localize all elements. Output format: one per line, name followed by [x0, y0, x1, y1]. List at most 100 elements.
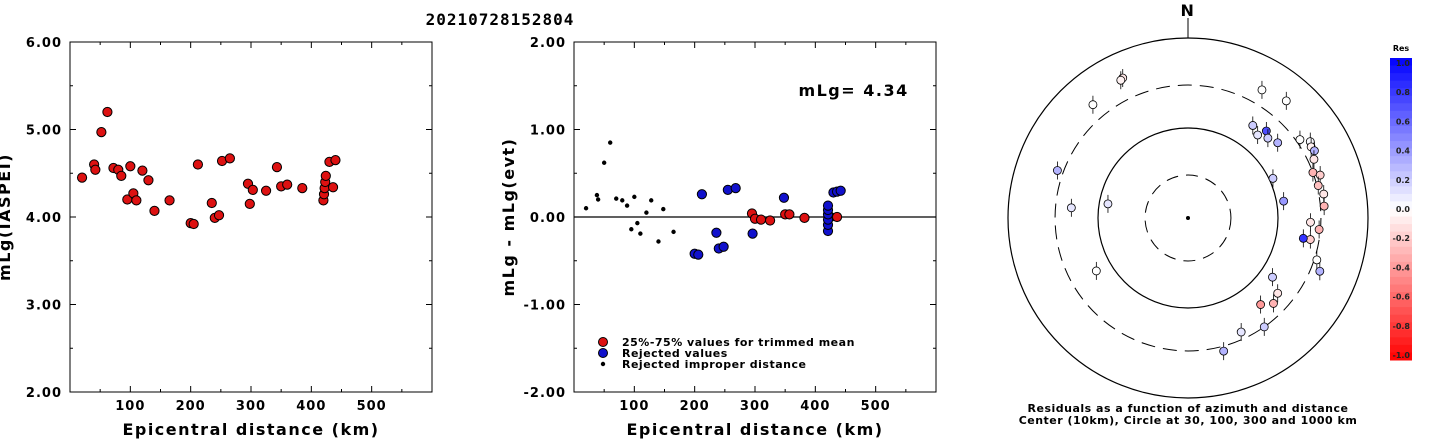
data-point	[755, 214, 767, 225]
ring-300km	[1054, 84, 1322, 352]
data-point	[137, 165, 148, 176]
station-point	[1308, 168, 1318, 177]
colorbar-tick-label: -0.6	[1393, 293, 1411, 302]
data-point	[96, 127, 107, 138]
x-tick-label: 400	[800, 399, 830, 414]
colorbar-segment	[1390, 186, 1412, 195]
station-point	[1066, 203, 1076, 213]
colorbar-tick-label: -0.2	[1393, 234, 1411, 243]
data-point	[164, 195, 175, 206]
rejected-distance-point	[624, 203, 630, 208]
plot-frame	[69, 41, 433, 393]
y-tick-label: -1.00	[524, 299, 566, 314]
colorbar-segment	[1390, 261, 1412, 270]
rejected-distance-point	[608, 140, 613, 145]
station-point	[1253, 130, 1263, 140]
colorbar-title: Res	[1393, 44, 1410, 53]
colorbar-segment	[1390, 65, 1412, 74]
colorbar-segment	[1390, 80, 1412, 89]
station-point	[1279, 196, 1289, 206]
data-point	[271, 162, 283, 173]
colorbar-tick-label: -0.4	[1393, 263, 1411, 272]
data-point	[192, 159, 204, 170]
station-point	[1310, 146, 1319, 156]
x-tick-label: 100	[619, 399, 649, 414]
ring-100km	[1097, 127, 1279, 309]
colorbar-tick-label: -1.0	[1393, 351, 1411, 360]
station-point	[1256, 300, 1266, 309]
x-tick-label: 200	[680, 399, 710, 414]
x-tick-label: 300	[740, 399, 770, 414]
magnitude-vs-distance-plot: 100 200 300 400 500 2.00 3.00 4.00 5.00 6.00 Epice…	[0, 36, 433, 439]
colorbar-tick-label: 0.4	[1396, 147, 1411, 156]
colorbar-segment	[1390, 322, 1412, 331]
rejected-distance-point	[614, 196, 619, 201]
colorbar-segment	[1390, 171, 1412, 180]
station-point	[1116, 75, 1126, 85]
data-point	[831, 211, 843, 223]
station-point	[1053, 166, 1062, 175]
data-point	[76, 172, 88, 183]
data-point	[90, 164, 101, 175]
polar-caption-line2: Center (10km), Circle at 30, 100, 300 an…	[1019, 414, 1358, 427]
colorbar-segment	[1390, 337, 1412, 346]
colorbar-tick-label: 0.0	[1396, 205, 1411, 214]
colorbar-segment	[1390, 246, 1412, 255]
colorbar-segment	[1390, 292, 1412, 301]
station-point	[1313, 181, 1323, 190]
data-point	[247, 184, 258, 195]
colorbar-segment	[1390, 224, 1412, 233]
station-point	[1269, 299, 1278, 308]
colorbar-tick-label: 1.0	[1396, 59, 1411, 68]
colorbar-segment	[1390, 88, 1412, 97]
station-point	[1263, 133, 1273, 143]
rejected-distance-point	[620, 198, 625, 203]
rejected-distance-point	[632, 194, 637, 200]
station-point	[1261, 126, 1271, 136]
y-tick-label: 2.00	[26, 386, 62, 401]
y-axis-label: mLg - mLg(evt)	[499, 138, 518, 297]
data-point	[149, 205, 160, 216]
colorbar-segment	[1390, 216, 1412, 225]
data-point	[778, 192, 790, 203]
colorbar-segment	[1390, 314, 1412, 323]
data-point	[730, 183, 741, 194]
rejected-distance-point	[583, 206, 589, 211]
data-point	[835, 185, 846, 196]
x-tick-label: 400	[296, 399, 326, 414]
station-point	[1306, 217, 1315, 227]
station-point	[1103, 199, 1113, 209]
colorbar-segment	[1390, 276, 1412, 285]
station-point	[1257, 85, 1267, 95]
station-point	[1312, 255, 1322, 265]
colorbar-segment	[1390, 148, 1412, 157]
x-tick-label: 500	[861, 399, 891, 414]
ring-30km	[1144, 174, 1232, 262]
station-point	[1259, 322, 1269, 332]
data-point	[822, 200, 834, 211]
rejected-distance-point	[594, 192, 600, 198]
epicenter-dot	[1186, 216, 1190, 220]
colorbar-tick-label: 0.8	[1396, 88, 1411, 97]
colorbar-segment	[1390, 103, 1412, 112]
rejected-distance-point	[671, 229, 676, 235]
x-tick-label: 200	[176, 399, 206, 414]
colorbar-segment	[1390, 284, 1412, 293]
y-tick-label: -2.00	[524, 386, 566, 401]
north-label: N	[1181, 1, 1196, 20]
polar-caption-line1: Residuals as a function of azimuth and d…	[1028, 402, 1349, 415]
residual-colorbar: Res 1.0 0.8 0.6 0.4 0.2 0.0 -0.2 -0.4 -0.6 -0.8 -1.…	[1390, 44, 1412, 361]
station-point	[1088, 100, 1098, 110]
data-point	[282, 179, 293, 190]
colorbar-segment	[1390, 352, 1412, 361]
colorbar-segment	[1390, 156, 1412, 165]
data-point	[206, 197, 217, 209]
y-axis-label: mLg(IASPEI)	[0, 153, 14, 281]
colorbar-segment	[1390, 118, 1412, 127]
data-point	[116, 170, 127, 181]
colorbar-segment	[1390, 125, 1412, 134]
colorbar-segment	[1390, 110, 1412, 119]
rejected-distance-point	[595, 197, 601, 202]
station-point	[1315, 266, 1325, 276]
